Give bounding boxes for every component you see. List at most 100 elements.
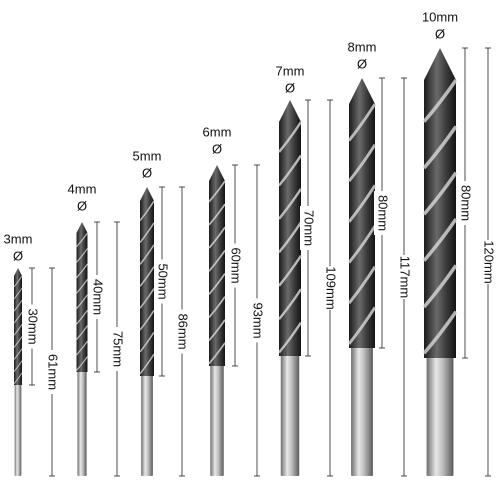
flute-edge: [76, 356, 88, 371]
flute-edge: [13, 324, 23, 336]
diameter-symbol: Ø: [357, 56, 367, 71]
flute-edge: [278, 321, 303, 354]
flute-edge: [13, 299, 23, 312]
diameter-symbol: Ø: [142, 165, 152, 180]
diameter-symbol: Ø: [285, 80, 295, 95]
flute-edge: [13, 348, 23, 360]
total-length-label-bg: [109, 327, 125, 371]
flute-length-label-bg: [457, 181, 473, 225]
diameter-label: 8mm: [348, 39, 377, 54]
total-length-label: 117mm: [398, 256, 413, 298]
total-length-label: 109mm: [324, 266, 339, 309]
flute-length-label: 60mm: [229, 247, 244, 283]
diameter-label: 10mm: [422, 9, 458, 24]
flute-length-label-bg: [300, 206, 316, 250]
total-length-label: 61mm: [46, 354, 61, 390]
total-length-label-bg: [44, 350, 60, 394]
shank: [210, 362, 224, 476]
flute-edge: [422, 217, 458, 262]
total-length-label-bg: [480, 240, 496, 284]
flute-edge: [422, 264, 458, 309]
flute-edge: [139, 288, 155, 309]
flute-edge: [13, 312, 23, 324]
flute-edge: [139, 353, 155, 375]
flute-edge: [347, 184, 377, 223]
flute-length-label-bg: [154, 259, 170, 304]
flute-edge: [278, 188, 303, 220]
flute-edge: [139, 222, 155, 244]
flute-edge: [76, 340, 88, 356]
total-length-label: 120mm: [482, 240, 497, 283]
flute-edge: [422, 310, 458, 355]
flute-edge: [13, 336, 23, 348]
total-length-label: 93mm: [251, 302, 266, 338]
shank: [426, 354, 454, 476]
flute-length-label-bg: [227, 243, 243, 288]
shank: [14, 381, 22, 476]
flute-length-label: 50mm: [156, 263, 171, 299]
flute-edge: [76, 263, 88, 279]
diameter-symbol: Ø: [435, 26, 445, 41]
flute-length-label: 70mm: [302, 210, 317, 246]
flute-edge: [13, 287, 23, 300]
flute-edge: [208, 226, 226, 249]
shank: [141, 372, 153, 476]
total-length-label-bg: [322, 266, 338, 310]
flute-edge: [208, 319, 226, 342]
flute: [209, 165, 225, 366]
flute-edge: [278, 221, 303, 254]
flute-edge: [422, 171, 458, 216]
flute-edge: [208, 296, 226, 319]
diameter-label: 3mm: [4, 231, 33, 246]
flute-length-label: 30mm: [26, 308, 41, 344]
flute-edge: [347, 103, 377, 142]
diameter-symbol: Ø: [212, 141, 222, 156]
flute-edge: [139, 244, 155, 265]
total-length-label-bg: [174, 309, 190, 354]
flute-edge: [76, 248, 88, 263]
flute-edge: [347, 265, 377, 305]
flute-edge: [13, 372, 23, 385]
total-length-label: 75mm: [111, 331, 126, 367]
flute: [140, 187, 154, 376]
total-length-label: 86mm: [176, 313, 191, 349]
flute-edge: [278, 255, 303, 287]
diameter-symbol: Ø: [13, 248, 23, 263]
flute-edge: [208, 272, 226, 295]
flute-edge: [76, 309, 88, 325]
flute-edge: [139, 266, 155, 287]
flute-length-label-bg: [374, 191, 390, 235]
flute: [424, 48, 456, 358]
flute-edge: [76, 294, 88, 310]
flute-edge: [347, 143, 377, 183]
shank: [280, 352, 300, 476]
flute-length-label: 80mm: [376, 195, 391, 231]
flute-edge: [76, 325, 88, 340]
flute-edge: [347, 306, 377, 345]
flute-edge: [208, 180, 226, 203]
total-length-label-bg: [249, 298, 265, 343]
flute-edge: [422, 125, 458, 170]
flute: [349, 78, 375, 348]
flute-edge: [76, 278, 88, 294]
flute-length-label-bg: [89, 275, 105, 319]
flute-edge: [422, 78, 458, 123]
total-length-label-bg: [396, 255, 412, 299]
flute-edge: [208, 249, 226, 272]
flute-edge: [347, 225, 377, 264]
flute-edge: [278, 121, 303, 153]
flute-length-label-bg: [24, 304, 40, 349]
flute-edge: [139, 309, 155, 331]
flute-edge: [13, 275, 23, 288]
flute-edge: [76, 232, 88, 248]
shank: [77, 368, 87, 476]
diameter-label: 5mm: [133, 148, 162, 163]
flute-edge: [208, 203, 226, 226]
shank: [351, 344, 373, 476]
flute-edge: [139, 331, 155, 353]
flute-edge: [13, 360, 23, 372]
flute-length-label: 80mm: [459, 185, 474, 221]
flute-edge: [139, 200, 155, 222]
flute-length-label: 40mm: [91, 279, 106, 315]
